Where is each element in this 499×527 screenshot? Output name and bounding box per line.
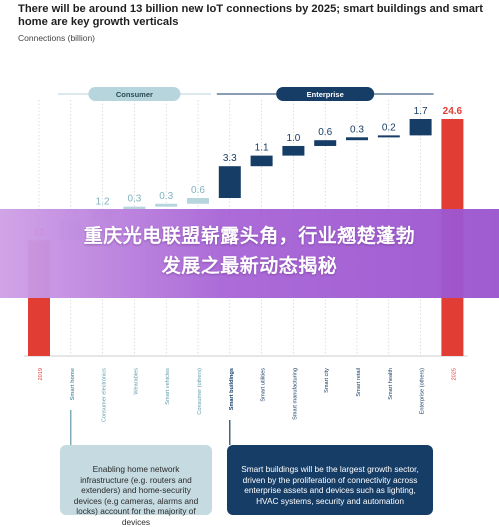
data-label: 0.3 bbox=[350, 124, 364, 135]
bar bbox=[218, 166, 241, 198]
data-label: 1.7 bbox=[414, 106, 428, 117]
promo-banner bbox=[0, 209, 499, 298]
bar bbox=[314, 140, 337, 146]
group-headers: Consumer Enterprise bbox=[57, 87, 434, 101]
category-label: Smart home bbox=[70, 368, 76, 400]
group-pill bbox=[276, 87, 375, 101]
data-label: 3.3 bbox=[223, 153, 237, 164]
y-axis-label: Connections (billion) bbox=[18, 33, 96, 43]
bar bbox=[346, 137, 368, 141]
data-label: 0.3 bbox=[159, 191, 173, 202]
category-label: Wearables bbox=[133, 368, 139, 395]
bar bbox=[155, 203, 178, 207]
chart-title: There will be around 13 billion new IoT … bbox=[18, 3, 483, 28]
bar bbox=[123, 206, 146, 210]
enterprise-annotation: Smart buildings will be the largest grow… bbox=[227, 445, 433, 515]
promo-banner-text: 重庆光电联盟崭露头角，行业翘楚蓬勃 发展之最新动态揭秘 bbox=[0, 221, 499, 281]
category-label: 2025 bbox=[451, 368, 457, 380]
bar bbox=[250, 155, 273, 167]
category-label: Smart manufacturing bbox=[292, 368, 298, 420]
bar bbox=[377, 135, 400, 138]
consumer-annotation: Enabling home network infrastructure (e.… bbox=[60, 445, 212, 527]
data-label: 0.3 bbox=[127, 194, 141, 205]
group-label: Consumer bbox=[116, 90, 153, 99]
data-label: 0.2 bbox=[382, 122, 396, 133]
gridlines bbox=[24, 100, 468, 357]
data-label: 1.2 bbox=[96, 197, 110, 208]
banner-line-2: 发展之最新动态揭秘 bbox=[161, 255, 338, 277]
category-label: Smart city bbox=[324, 368, 330, 393]
bar bbox=[282, 145, 305, 156]
category-label: Smart retail bbox=[356, 368, 362, 397]
group-pill bbox=[88, 87, 181, 101]
data-label: 0.6 bbox=[318, 127, 332, 138]
category-label: Consumer electronics bbox=[102, 368, 108, 422]
category-label: Enterprise (others) bbox=[420, 368, 426, 414]
category-label: Smart buildings bbox=[229, 368, 235, 410]
category-label: Smart utilities bbox=[261, 368, 267, 402]
category-label: Smart health bbox=[388, 368, 394, 400]
bar bbox=[409, 119, 432, 136]
data-label: 0.6 bbox=[191, 185, 205, 196]
category-label: Consumer (others) bbox=[197, 368, 203, 415]
category-label: 2019 bbox=[38, 368, 44, 380]
data-label: 24.6 bbox=[443, 106, 463, 117]
group-label: Enterprise bbox=[307, 90, 344, 99]
category-label: Smart vehicles bbox=[165, 368, 171, 405]
banner-line-1: 重庆光电联盟崭露头角，行业翘楚蓬勃 bbox=[83, 225, 416, 247]
data-label: 1.1 bbox=[255, 143, 269, 154]
bar bbox=[187, 198, 209, 204]
data-label: 1.0 bbox=[286, 133, 300, 144]
